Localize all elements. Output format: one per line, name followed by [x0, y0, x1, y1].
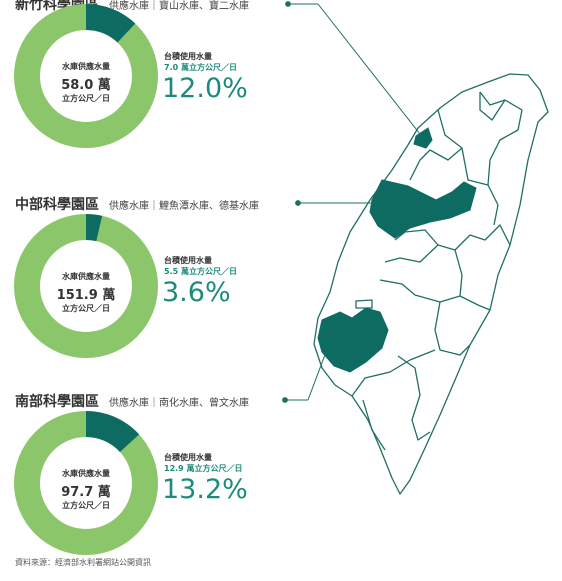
park-sources: 供應水庫｜鯉魚潭水庫、德基水庫 — [109, 201, 259, 212]
county-border — [454, 249, 463, 297]
taiwan-map — [282, 1, 549, 495]
leader-dot — [295, 200, 301, 206]
county-border — [355, 299, 373, 309]
donut-slice-used — [14, 4, 158, 148]
use-label: 台積使用水量 — [164, 52, 212, 61]
donut-center: 水庫供應水量 97.7 萬 立方公尺／日 — [14, 411, 158, 555]
park-hsinchu: 新竹科學園區 供應水庫｜寶山水庫、寶二水庫 水庫供應水量 58.0 萬 立方公尺／… — [0, 0, 562, 184]
use-percentage: 12.0% — [162, 73, 248, 104]
supply-label: 水庫供應水量 — [62, 272, 110, 281]
donut-center: 水庫供應水量 151.9 萬 立方公尺／日 — [14, 214, 158, 358]
county-border — [384, 244, 439, 263]
region-central — [369, 179, 477, 239]
use-label: 台積使用水量 — [164, 256, 212, 265]
county-border — [397, 355, 431, 441]
use-amount: 5.5 萬立方公尺／日 — [164, 267, 237, 276]
county-border — [487, 184, 499, 226]
donut-chart — [14, 411, 158, 555]
taiwan-outline — [313, 73, 549, 495]
supply-unit: 立方公尺／日 — [62, 94, 110, 103]
use-label: 台積使用水量 — [164, 453, 212, 462]
supply-label: 水庫供應水量 — [62, 62, 110, 71]
county-border — [394, 224, 511, 251]
county-border — [479, 92, 506, 121]
region-hsinchu — [413, 127, 433, 149]
use-percentage: 3.6% — [162, 277, 231, 308]
leader-line-southern — [307, 351, 327, 401]
donut-center: 水庫供應水量 58.0 萬 立方公尺／日 — [14, 4, 158, 148]
county-border — [362, 399, 386, 451]
county-border — [434, 301, 471, 356]
region-southern — [317, 307, 389, 373]
park-sources: 供應水庫｜寶山水庫、寶二水庫 — [109, 1, 249, 12]
county-border — [379, 279, 491, 311]
use-amount: 7.0 萬立方公尺／日 — [164, 63, 237, 72]
park-header: 南部科學園區 供應水庫｜南化水庫、曾文水庫 — [15, 391, 249, 411]
donut-chart — [14, 4, 158, 148]
supply-value: 97.7 萬 — [61, 485, 111, 500]
source-note: 資料來源：經濟部水利署網站公開資訊 — [15, 558, 151, 567]
park-southern: 南部科學園區 供應水庫｜南化水庫、曾文水庫 水庫供應水量 97.7 萬 立方公尺／… — [0, 391, 562, 581]
use-percentage: 13.2% — [162, 474, 248, 505]
supply-value: 151.9 萬 — [56, 288, 116, 303]
donut-slice-used — [14, 411, 158, 555]
county-border — [437, 91, 523, 186]
park-header: 中部科學園區 供應水庫｜鯉魚潭水庫、德基水庫 — [15, 194, 259, 214]
park-name: 南部科學園區 — [15, 394, 99, 410]
county-border — [351, 349, 436, 397]
donut-chart — [14, 214, 158, 358]
park-sources: 供應水庫｜南化水庫、曾文水庫 — [109, 398, 249, 409]
park-central: 中部科學園區 供應水庫｜鯉魚潭水庫、德基水庫 水庫供應水量 151.9 萬 立方公… — [0, 194, 562, 384]
leader-dot — [282, 397, 288, 403]
park-name: 中部科學園區 — [15, 197, 99, 213]
supply-unit: 立方公尺／日 — [62, 304, 110, 313]
supply-label: 水庫供應水量 — [62, 469, 110, 478]
supply-unit: 立方公尺／日 — [62, 501, 110, 510]
donut-slice-used — [14, 214, 158, 358]
leader-dot — [285, 1, 291, 7]
leader-line-hsinchu — [317, 3, 421, 135]
county-border — [409, 147, 463, 181]
use-amount: 12.9 萬立方公尺／日 — [164, 464, 243, 473]
supply-value: 58.0 萬 — [61, 78, 111, 93]
